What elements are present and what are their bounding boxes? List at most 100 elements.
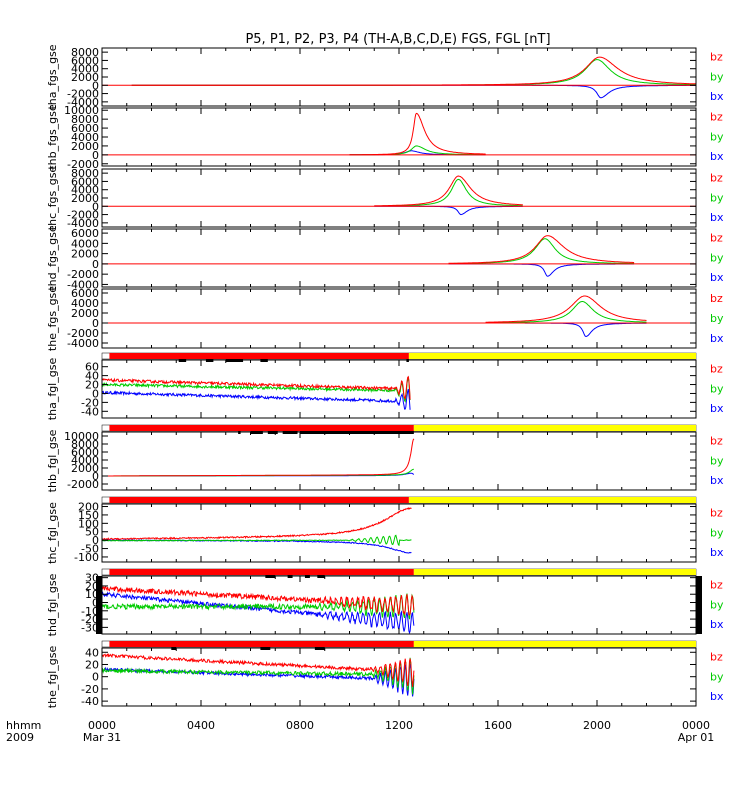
y-tick-label: 0 (92, 258, 99, 271)
series-bz (101, 375, 411, 400)
y-tick-label: -30 (81, 621, 99, 634)
x-tick-label: 0800 (286, 719, 314, 732)
legend-by: by (710, 70, 724, 83)
series-bz (101, 585, 415, 616)
mode-bar-red (109, 425, 414, 431)
legend-bz: bz (710, 435, 723, 448)
mode-bar-yellow (413, 641, 696, 647)
y-tick-label: 4000 (71, 131, 99, 144)
y-axis-label: the_fgs_gse (46, 286, 59, 351)
y-tick-label: 4000 (71, 297, 99, 310)
series-bz (374, 175, 523, 207)
y-tick-label: -4000 (67, 217, 99, 230)
legend-by: by (710, 526, 724, 539)
mode-bar-yellow (408, 353, 696, 359)
series-bx (448, 263, 635, 277)
y-tick-label: 10000 (64, 430, 99, 443)
legend-bz: bz (710, 292, 723, 305)
x-tick-label: 1200 (385, 719, 413, 732)
y-tick-label: 30 (85, 572, 99, 585)
y-tick-label: -2000 (67, 88, 99, 101)
legend-bx: bx (710, 402, 724, 415)
plot-title: P5, P1, P2, P3, P4 (TH-A,B,C,D,E) FGS, F… (245, 32, 550, 47)
y-tick-label: 20 (85, 658, 99, 671)
mode-bar-red (109, 497, 409, 503)
series-by (101, 534, 412, 547)
y-tick-label: -4000 (67, 96, 99, 109)
mode-bar-yellow (408, 497, 696, 503)
panel-frame (101, 107, 697, 167)
edge-block-left (96, 576, 102, 634)
y-tick-label: 0 (92, 534, 99, 547)
y-tick-label: 6000 (71, 175, 99, 188)
date-label-start: Mar 31 (83, 731, 121, 744)
legend-by: by (710, 191, 724, 204)
series-by (448, 238, 635, 264)
y-tick-label: -10 (81, 605, 99, 618)
legend-bx: bx (710, 90, 724, 103)
legend-bx: bx (710, 546, 724, 559)
series-bx (374, 205, 523, 216)
y-tick-label: 8000 (71, 167, 99, 180)
y-tick-label: 2000 (71, 462, 99, 475)
y-tick-label: 2000 (71, 192, 99, 205)
series-bx (101, 388, 411, 410)
y-tick-label: 2000 (71, 71, 99, 84)
y-tick-label: 8000 (71, 113, 99, 126)
legend-bz: bz (710, 232, 723, 245)
series-bx (101, 663, 415, 697)
y-axis-label: thc_fgs_gse (46, 166, 59, 231)
legend-bz: bz (710, 363, 723, 376)
panel-frame (101, 359, 697, 419)
panel-frame (101, 47, 697, 107)
y-tick-label: 6000 (71, 287, 99, 300)
time-axis-label-hhmm: hhmm (6, 719, 41, 732)
x-tick-label: 0000 (88, 719, 116, 732)
series-bx (485, 322, 647, 338)
y-tick-label: 8000 (71, 46, 99, 59)
legend-by: by (710, 598, 724, 611)
y-tick-label: 50 (85, 526, 99, 539)
series-bz (448, 235, 635, 264)
legend-bx: bx (710, 211, 724, 224)
series-bz (485, 295, 647, 323)
date-label-end: Apr 01 (678, 731, 715, 744)
y-tick-label: 0 (92, 597, 99, 610)
panel-frame (101, 503, 697, 563)
legend-bz: bz (710, 51, 723, 64)
y-tick-label: -2000 (67, 158, 99, 171)
x-tick-label: 1600 (484, 719, 512, 732)
series-bx (101, 539, 412, 554)
y-tick-label: 150 (78, 509, 99, 522)
y-tick-label: 0 (92, 317, 99, 330)
mode-bar-yellow (413, 425, 696, 431)
y-tick-label: -50 (81, 543, 99, 556)
y-tick-label: 4000 (71, 184, 99, 197)
y-tick-label: -40 (81, 695, 99, 708)
series-bz (349, 112, 486, 156)
legend-bz: bz (710, 651, 723, 664)
series-by (374, 178, 523, 207)
legend-bx: bx (710, 271, 724, 284)
y-tick-label: 100 (78, 517, 99, 530)
y-axis-label: thd_fgs_gse (46, 225, 59, 291)
panel-frame (101, 228, 697, 288)
series-by (101, 376, 411, 403)
series-by (101, 593, 415, 620)
series-bx (131, 84, 696, 99)
y-tick-label: -2000 (67, 327, 99, 340)
legend-bz: bz (710, 172, 723, 185)
y-tick-label: 4000 (71, 237, 99, 250)
legend-bx: bx (710, 618, 724, 631)
mode-bar-red (109, 353, 409, 359)
series-by (101, 657, 415, 695)
legend-bz: bz (710, 111, 723, 124)
y-tick-label: 0 (92, 79, 99, 92)
y-tick-label: 40 (85, 646, 99, 659)
y-tick-label: 60 (85, 361, 99, 374)
